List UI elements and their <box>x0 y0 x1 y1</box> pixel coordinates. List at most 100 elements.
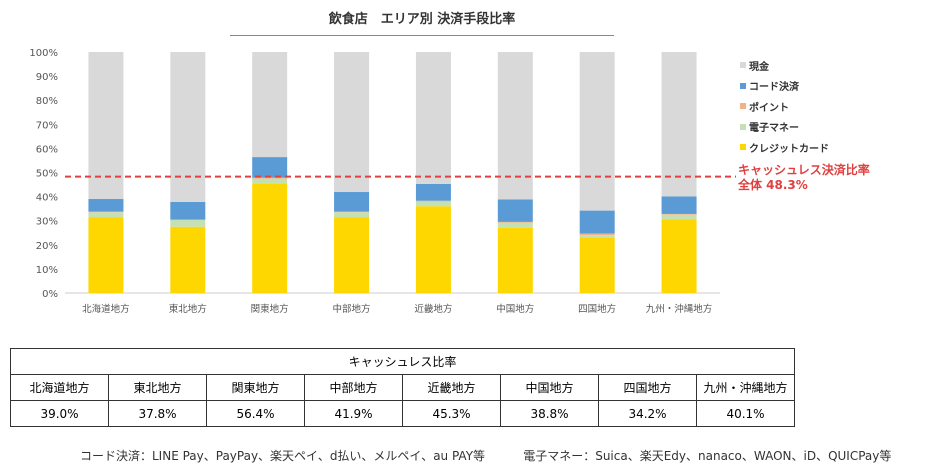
bar-segment <box>497 199 533 222</box>
bar-segment <box>497 52 533 200</box>
legend-label: ポイント <box>749 102 789 114</box>
bar-segment <box>334 211 370 213</box>
table-value: 39.0% <box>10 400 109 427</box>
reference-label: キャッシュレス決済比率 <box>738 163 870 177</box>
bar-segment <box>415 183 451 201</box>
table-value: 38.8% <box>500 400 599 427</box>
stacked-bar-chart: 0% 10% 20% 30% 40% 50% 60% 70% 80% 90% 100% 北海道地方 東北… <box>29 48 736 315</box>
bar-segment <box>497 222 533 228</box>
bar-segment <box>415 201 451 207</box>
bar-segment <box>252 183 288 293</box>
x-tick-label: 東北地方 <box>169 303 207 315</box>
cashless-ratio-table: キャッシュレス比率 北海道地方 東北地方 関東地方 中部地方 近畿地方 中国地方 四国地方九… <box>10 348 795 427</box>
bar-segment <box>415 206 451 293</box>
legend-item: コード決済 <box>740 76 829 97</box>
legend-swatch <box>740 62 746 69</box>
legend-swatch <box>740 144 746 151</box>
y-tick-label: 70% <box>36 120 58 131</box>
bar-segment <box>252 177 288 179</box>
bar-segment <box>252 52 288 158</box>
legend-item: ポイント <box>740 96 829 117</box>
bar-segment <box>661 52 697 197</box>
legend-label: 電子マネー <box>749 123 799 135</box>
table-value: 45.3% <box>402 400 501 427</box>
y-tick-label: 0% <box>42 289 58 300</box>
bar-segment <box>497 227 533 293</box>
table-region: 北海道地方 <box>10 374 109 401</box>
bar-segment <box>88 199 124 212</box>
legend: 現金コード決済ポイント電子マネークレジットカード <box>740 55 829 158</box>
table-region: 四国地方 <box>598 374 697 401</box>
table-value: 37.8% <box>108 400 207 427</box>
table-value: 40.1% <box>696 400 795 427</box>
y-tick-label: 90% <box>36 72 58 83</box>
table-value: 56.4% <box>206 400 305 427</box>
reference-value: 全体 48.3% <box>738 178 808 192</box>
table-value: 41.9% <box>304 400 403 427</box>
bar-segment <box>579 52 615 211</box>
bar-segment <box>579 210 615 234</box>
bar-segment <box>170 52 206 202</box>
bar-segment <box>170 201 206 220</box>
legend-item: クレジットカード <box>740 137 829 158</box>
bar-segment <box>88 211 124 213</box>
footnote: コード決済：LINE Pay、PayPay、楽天ペイ、d払い、メルペイ、au P… <box>80 447 891 464</box>
x-tick-label: 中国地方 <box>496 303 534 315</box>
bar-segment <box>661 213 697 215</box>
y-tick-label: 20% <box>36 241 58 252</box>
y-tick-label: 10% <box>36 265 58 276</box>
bar-segment <box>661 219 697 293</box>
table-header: キャッシュレス比率 <box>10 348 795 375</box>
reference-annotation: キャッシュレス決済比率 全体 48.3% <box>738 163 870 193</box>
y-tick-label: 30% <box>36 217 58 228</box>
bar-segment <box>252 157 288 178</box>
table-region: 東北地方 <box>108 374 207 401</box>
bar-segment <box>579 237 615 293</box>
x-tick-label: 中部地方 <box>333 303 371 315</box>
bar-segment <box>415 200 451 202</box>
y-tick-label: 40% <box>36 193 58 204</box>
y-tick-label: 100% <box>29 48 58 59</box>
x-tick-label: 関東地方 <box>251 303 289 315</box>
table-value: 34.2% <box>598 400 697 427</box>
x-tick-label: 四国地方 <box>578 303 616 315</box>
footnote-emoney: 電子マネー：Suica、楽天Edy、nanaco、WAON、iD、QUICPay… <box>523 449 892 463</box>
x-tick-label: 九州・沖縄地方 <box>646 303 713 315</box>
legend-swatch <box>740 103 746 110</box>
bar-segment <box>497 221 533 223</box>
bar-segment <box>252 178 288 184</box>
bar-segment <box>334 217 370 293</box>
y-tick-label: 60% <box>36 144 58 155</box>
bar-segment <box>415 52 451 184</box>
bar-segment <box>88 52 124 200</box>
bar-segment <box>579 233 615 236</box>
legend-swatch <box>740 82 746 89</box>
legend-item: 現金 <box>740 55 829 76</box>
bar-segment <box>334 192 370 212</box>
bar-segment <box>334 52 370 193</box>
legend-item: 電子マネー <box>740 117 829 138</box>
table-region: 中部地方 <box>304 374 403 401</box>
y-tick-label: 80% <box>36 96 58 107</box>
bar-segment <box>170 219 206 227</box>
bar-segment <box>661 196 697 214</box>
y-tick-label: 50% <box>36 169 58 180</box>
bar-segment <box>334 212 370 218</box>
legend-label: 現金 <box>749 61 769 73</box>
table-region: 関東地方 <box>206 374 305 401</box>
x-tick-label: 北海道地方 <box>82 303 130 315</box>
bar-segment <box>170 226 206 293</box>
table-region: 近畿地方 <box>402 374 501 401</box>
bar-segment <box>88 217 124 293</box>
legend-label: コード決済 <box>749 82 799 94</box>
table-region: 中国地方 <box>500 374 599 401</box>
x-tick-label: 近畿地方 <box>414 303 452 315</box>
bar-segment <box>579 235 615 238</box>
chart-title: 飲食店 エリア別 決済手段比率 <box>230 8 614 36</box>
table-region: 九州・沖縄地方 <box>696 374 795 401</box>
legend-label: クレジットカード <box>749 143 829 155</box>
footnote-code: コード決済：LINE Pay、PayPay、楽天ペイ、d払い、メルペイ、au P… <box>80 449 486 463</box>
bar-segment <box>88 212 124 218</box>
bar-segment <box>661 214 697 220</box>
legend-swatch <box>740 123 746 130</box>
